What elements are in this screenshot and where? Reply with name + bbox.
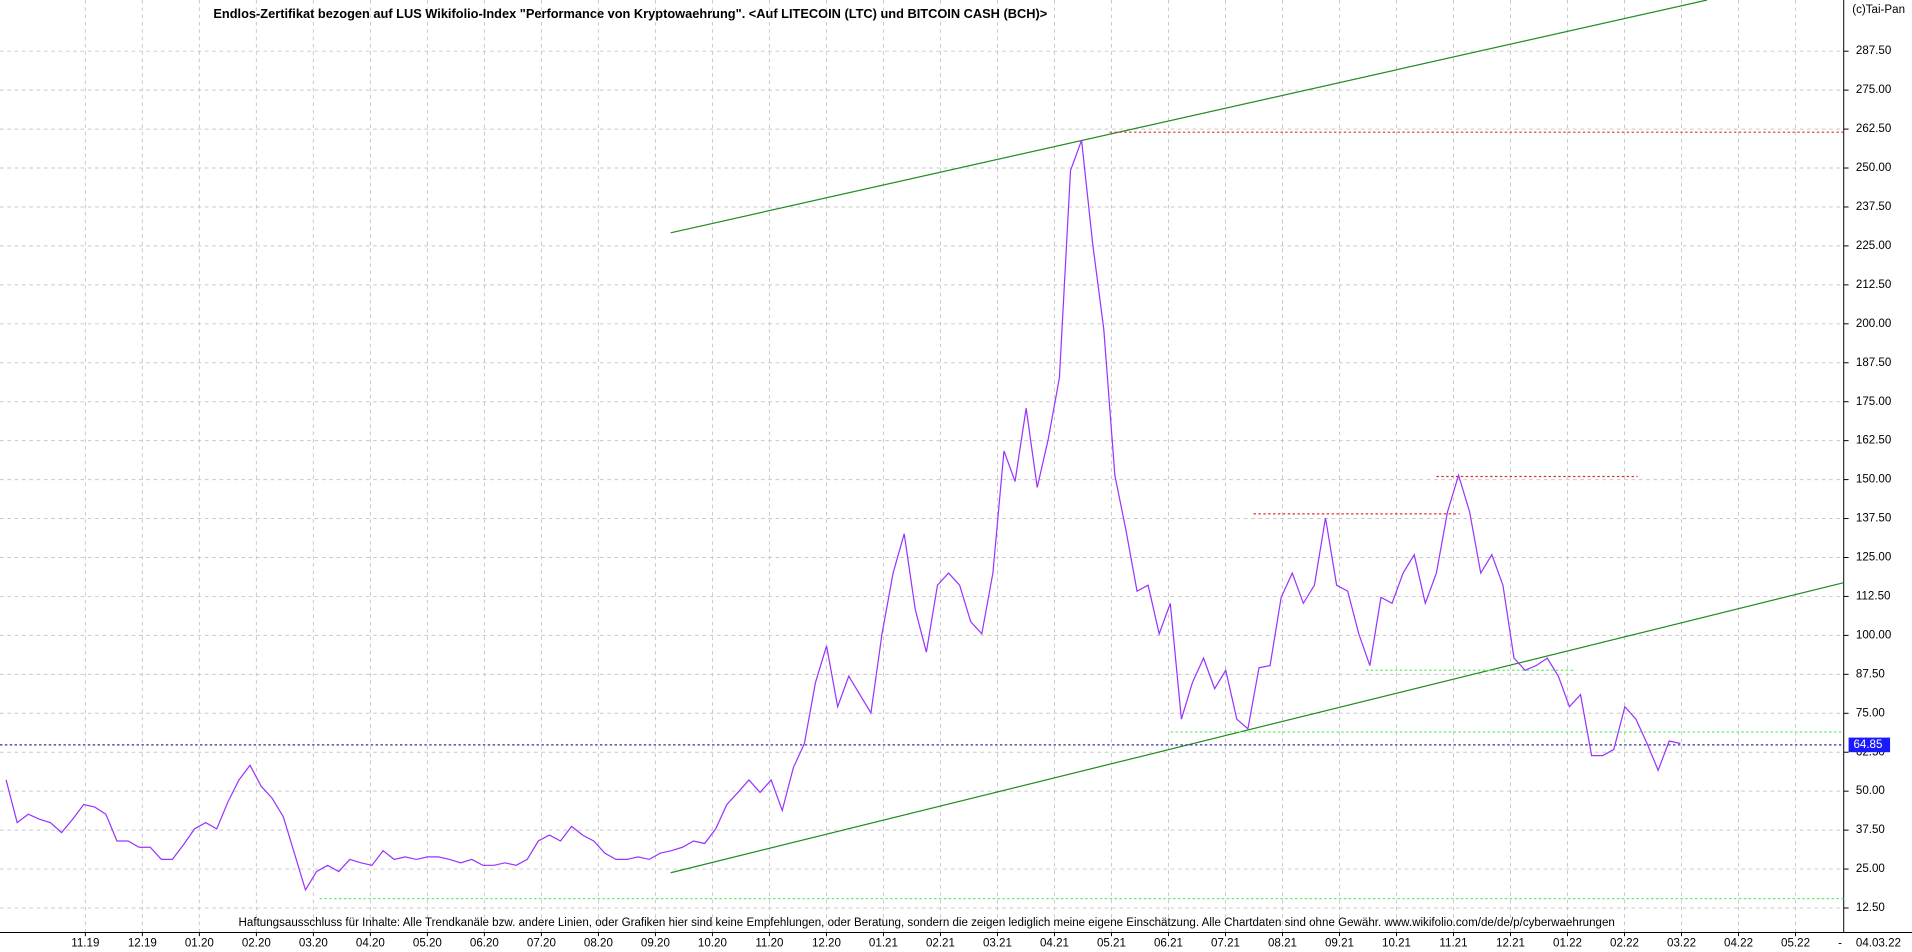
y-tick-label: 100.00 [1856, 629, 1891, 641]
y-tick-label: 287.50 [1856, 45, 1891, 57]
y-tick-label: 162.50 [1856, 435, 1891, 447]
y-tick-label: 275.00 [1856, 84, 1891, 96]
y-tick-label: 37.50 [1856, 824, 1885, 836]
y-tick-label: 62.50 [1856, 746, 1885, 758]
x-tick-label: 05.20 [413, 938, 442, 950]
x-tick-label: 11.20 [755, 938, 783, 950]
grid [0, 0, 1844, 933]
x-tick-label: 06.20 [470, 938, 499, 950]
x-tick-label: 07.20 [527, 938, 556, 950]
x-tick-label: 01.21 [869, 938, 898, 950]
x-tick-label: 02.20 [242, 938, 271, 950]
x-tick-label: 02.22 [1610, 938, 1639, 950]
axis-separator: - [1838, 938, 1842, 950]
x-tick-label: 03.21 [983, 938, 1012, 950]
y-tick-label: 225.00 [1856, 240, 1891, 252]
x-tick-label: 04.21 [1040, 938, 1069, 950]
footnote: Haftungsausschluss für Inhalte: Alle Tre… [239, 917, 1615, 929]
x-tick-label: 08.20 [584, 938, 613, 950]
y-tick-label: 175.00 [1856, 396, 1891, 408]
y-tick-label: 262.50 [1856, 123, 1891, 135]
y-tick-label: 125.00 [1856, 552, 1891, 564]
x-tick-label: 12.20 [812, 938, 841, 950]
last-value-box [1848, 737, 1891, 753]
x-tick-label: 02.21 [926, 938, 955, 950]
x-tick-label: 11.19 [71, 938, 99, 950]
x-tick-label: 05.21 [1097, 938, 1126, 950]
x-tick-label: 03.22 [1667, 938, 1696, 950]
x-tick-label: 07.21 [1211, 938, 1240, 950]
y-tick-label: 25.00 [1856, 863, 1885, 875]
last-value-label: 64.85 [1853, 739, 1882, 751]
chart-title: Endlos-Zertifikat bezogen auf LUS Wikifo… [213, 6, 1047, 21]
copyright: (c)Tai-Pan [1852, 4, 1905, 16]
x-tick-label: 08.21 [1268, 938, 1297, 950]
x-tick-label: 01.22 [1553, 938, 1582, 950]
trend-line-upper [670, 0, 1708, 234]
y-tick-label: 150.00 [1856, 474, 1891, 486]
y-tick-label: 212.50 [1856, 279, 1891, 291]
x-tick-label: 06.21 [1154, 938, 1183, 950]
y-tick-label: 87.50 [1856, 668, 1885, 680]
y-tick-label: 12.50 [1856, 902, 1885, 914]
x-tick-label: 09.20 [641, 938, 670, 950]
y-tick-label: 200.00 [1856, 318, 1891, 330]
x-tick-label: 10.20 [698, 938, 727, 950]
x-tick-label: 03.20 [299, 938, 328, 950]
y-tick-label: 187.50 [1856, 357, 1891, 369]
y-tick-label: 112.50 [1856, 591, 1891, 603]
y-tick-label: 237.50 [1856, 201, 1891, 213]
y-tick-label: 250.00 [1856, 162, 1891, 174]
x-tick-label: 05.22 [1781, 938, 1810, 950]
x-tick-label: 10.21 [1382, 938, 1411, 950]
x-tick-label: 11.21 [1439, 938, 1467, 950]
y-tick-label: 75.00 [1856, 707, 1885, 719]
last-date: 04.03.22 [1856, 938, 1901, 950]
y-tick-label: 137.50 [1856, 513, 1891, 525]
price-line [5, 140, 1681, 892]
x-tick-label: 04.22 [1724, 938, 1753, 950]
x-tick-label: 09.21 [1325, 938, 1354, 950]
y-tick-label: 50.00 [1856, 785, 1885, 797]
x-tick-label: 01.20 [185, 938, 214, 950]
x-tick-label: 12.19 [128, 938, 157, 950]
x-tick-label: 12.21 [1496, 938, 1525, 950]
x-tick-label: 04.20 [356, 938, 385, 950]
trend-line-lower [670, 582, 1844, 874]
